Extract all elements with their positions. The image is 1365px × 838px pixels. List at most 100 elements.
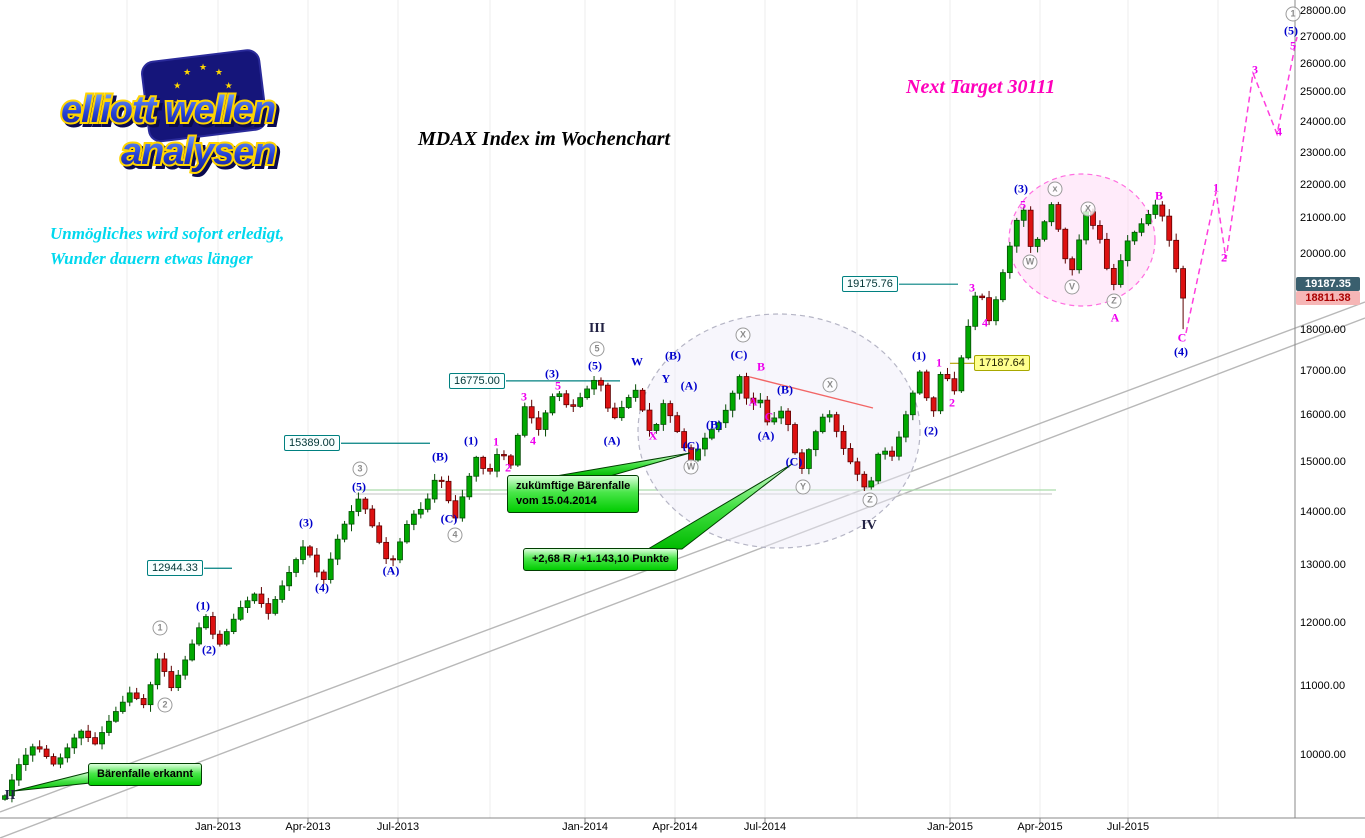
candle	[22, 754, 29, 766]
star-icon: ★	[215, 112, 223, 122]
candle	[792, 424, 798, 454]
trendline	[0, 317, 1365, 838]
candle	[646, 409, 653, 431]
candle	[237, 607, 244, 620]
candle	[1131, 231, 1138, 242]
candle	[1166, 215, 1173, 241]
candle	[230, 618, 237, 633]
candle	[535, 417, 542, 430]
star-icon: ★	[173, 82, 181, 92]
candle	[591, 379, 597, 390]
candle	[930, 397, 937, 412]
candle	[92, 737, 98, 745]
candle	[577, 397, 584, 407]
candle	[750, 397, 757, 404]
candle	[882, 450, 889, 455]
candle	[126, 692, 133, 703]
candle	[660, 403, 667, 425]
candle	[805, 449, 812, 469]
candle	[584, 388, 591, 399]
callout-arrow	[13, 771, 91, 792]
candle	[757, 399, 764, 404]
candle	[556, 393, 563, 398]
candle	[119, 701, 126, 712]
candle	[549, 396, 556, 414]
candle	[688, 447, 694, 461]
callout-text: zukümftige Bärenfalle	[516, 480, 631, 492]
candle	[1117, 260, 1124, 285]
candle	[542, 412, 549, 430]
candle	[147, 684, 154, 706]
candle	[244, 600, 251, 608]
candle	[216, 633, 223, 645]
candle	[431, 479, 438, 500]
candle	[258, 593, 265, 604]
candle	[390, 558, 396, 561]
candle	[715, 422, 722, 430]
candle	[979, 295, 986, 299]
candle	[355, 498, 362, 512]
candle	[1013, 219, 1020, 247]
candle	[667, 403, 674, 417]
candle	[85, 730, 92, 739]
candle	[161, 658, 168, 672]
candle	[972, 295, 979, 327]
candle	[840, 430, 847, 449]
candle	[729, 392, 736, 411]
candle	[112, 711, 119, 722]
candle	[466, 475, 473, 498]
candle	[203, 616, 209, 629]
candle	[847, 448, 854, 463]
projection-line	[1185, 36, 1298, 334]
star-icon: ★	[199, 63, 207, 73]
star-icon: ★	[183, 68, 191, 78]
candle	[605, 384, 611, 409]
candle	[300, 546, 306, 560]
star-icon: ★	[199, 117, 207, 127]
candle	[15, 764, 22, 781]
candle	[1062, 228, 1069, 260]
candle	[521, 406, 528, 436]
chart-title: MDAX Index im Wochenchart	[418, 128, 671, 150]
candle	[799, 452, 805, 469]
candle	[383, 541, 390, 560]
candle	[265, 603, 272, 614]
candle	[854, 461, 861, 475]
eu-flag-icon	[141, 49, 268, 143]
candle	[1173, 239, 1180, 270]
candle	[1034, 238, 1041, 247]
candle	[307, 546, 313, 556]
candle	[861, 473, 868, 488]
candle	[965, 325, 972, 359]
candle	[681, 431, 688, 449]
candle	[286, 572, 293, 587]
candle	[1027, 209, 1034, 247]
candle	[743, 376, 750, 399]
candle	[1097, 225, 1103, 240]
star-icon: ★	[225, 82, 233, 92]
candle	[348, 511, 355, 525]
candle	[944, 374, 951, 380]
candle	[140, 698, 147, 706]
candle	[1006, 245, 1013, 274]
candle	[674, 415, 681, 432]
candle	[182, 659, 189, 676]
candle	[598, 379, 604, 386]
candle	[438, 479, 445, 482]
candle	[514, 434, 521, 466]
candle	[993, 299, 999, 322]
candle	[133, 692, 140, 699]
candle	[320, 571, 327, 580]
callout-baerenfalle-erkannt: Bärenfalle erkannt	[88, 763, 202, 786]
candle	[653, 424, 660, 431]
candle	[889, 450, 895, 457]
candle	[1048, 204, 1055, 223]
candle	[764, 399, 771, 423]
candle	[29, 746, 36, 756]
star-icon: ★	[173, 98, 181, 108]
candle	[909, 392, 916, 416]
candle	[611, 407, 618, 419]
candle	[2, 795, 8, 800]
candle	[1159, 204, 1166, 217]
